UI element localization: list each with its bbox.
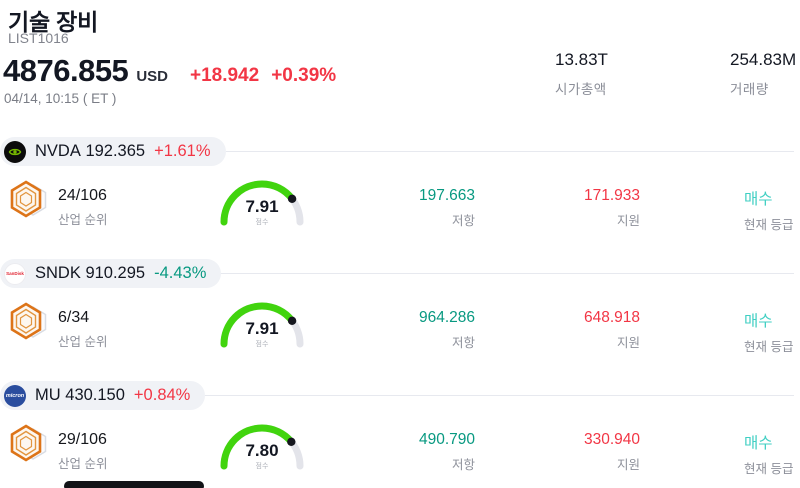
gauge-arc: [218, 297, 306, 358]
change-absolute: +18.942: [189, 65, 260, 86]
resistance-label: 저항: [451, 336, 475, 350]
industry-rank-badge-icon: [6, 301, 50, 352]
score-label: 점수: [255, 341, 269, 348]
rank-label: 산업 순위: [58, 457, 108, 471]
ticker-price: SNDK 910.295: [35, 264, 146, 282]
rating-label: 현재 등급: [744, 340, 794, 354]
rating-block: 매수 현재 등급: [744, 309, 800, 355]
market-cap-label: 시가총액: [555, 82, 607, 97]
page-title: 기술 장비: [8, 9, 99, 35]
rank-value: 24/106: [58, 187, 107, 204]
resistance-value: 490.790: [418, 431, 475, 448]
ticker-price: MU 430.150: [35, 386, 125, 404]
support-value: 171.933: [583, 187, 640, 204]
support-value: 330.940: [583, 431, 640, 448]
partial-bottom-bar: [64, 481, 204, 488]
support-label: 지원: [616, 214, 640, 228]
rating-value: 매수: [744, 435, 773, 452]
rank-value: 29/106: [58, 431, 107, 448]
stock-row-mu: micron MU 430.150 +0.84% 29/106 산업 순위 7.…: [0, 381, 800, 488]
divider-line: [225, 151, 794, 152]
divider-line: [221, 273, 794, 274]
score-label: 점수: [255, 219, 269, 226]
resistance-block: 490.790 저항: [355, 431, 475, 473]
ticker-pill-mu[interactable]: micron MU 430.150 +0.84%: [0, 381, 206, 410]
support-value: 648.918: [583, 309, 640, 326]
score-value: 7.80: [245, 441, 279, 460]
rating-block: 매수 현재 등급: [744, 431, 800, 477]
industry-rank: 29/106 산업 순위: [58, 431, 107, 472]
nvidia-logo-icon: [4, 140, 26, 163]
ticker-change: +0.84%: [133, 386, 191, 404]
rank-value: 6/34: [58, 309, 90, 326]
ticker-pill-nvda[interactable]: NVDA 192.365 +1.61%: [0, 137, 226, 166]
rating-value: 매수: [744, 191, 773, 208]
rating-block: 매수 현재 등급: [744, 187, 800, 233]
score-label: 점수: [255, 463, 269, 470]
volume-value: 254.83M: [730, 50, 797, 69]
score-gauge: 7.91 점수: [218, 297, 306, 357]
market-cap-stat: 13.83T 시가총액: [555, 50, 608, 98]
resistance-label: 저항: [451, 214, 475, 228]
support-label: 지원: [616, 336, 640, 350]
ticker-change: -4.43%: [154, 264, 207, 282]
sandisk-logo-icon: SanDisk: [4, 262, 26, 285]
stock-row-sndk: SanDisk SNDK 910.295 -4.43% 6/34 산업 순위 7…: [0, 259, 800, 381]
resistance-block: 964.286 저항: [355, 309, 475, 351]
resistance-label: 저항: [451, 458, 475, 472]
change-percent: +0.39%: [271, 65, 337, 86]
industry-rank-badge-icon: [6, 179, 50, 230]
score-value: 7.91: [245, 319, 279, 338]
industry-rank: 24/106 산업 순위: [58, 187, 107, 228]
stock-row-nvda: NVDA 192.365 +1.61% 24/106 산업 순위 7.91 점수…: [0, 137, 800, 259]
currency-label: USD: [136, 68, 168, 85]
market-cap-value: 13.83T: [555, 50, 608, 69]
ticker-change: +1.61%: [154, 142, 211, 160]
resistance-block: 197.663 저항: [355, 187, 475, 229]
score-value: 7.91: [245, 197, 279, 216]
resistance-value: 964.286: [418, 309, 475, 326]
support-block: 648.918 지원: [520, 309, 640, 351]
support-label: 지원: [616, 458, 640, 472]
rating-label: 현재 등급: [744, 462, 794, 476]
rating-label: 현재 등급: [744, 218, 794, 232]
ticker-price: NVDA 192.365: [35, 142, 146, 160]
industry-rank-badge-icon: [6, 423, 50, 474]
index-change: +18.942 +0.39%: [190, 65, 336, 87]
support-block: 171.933 지원: [520, 187, 640, 229]
index-price: 4876.855: [3, 53, 129, 88]
score-gauge: 7.91 점수: [218, 175, 306, 235]
divider-line: [205, 395, 794, 396]
support-block: 330.940 지원: [520, 431, 640, 473]
volume-stat: 254.83M 거래량: [730, 50, 796, 98]
rating-value: 매수: [744, 313, 773, 330]
ticker-pill-sndk[interactable]: SanDisk SNDK 910.295 -4.43%: [0, 259, 222, 288]
industry-rank: 6/34 산업 순위: [58, 309, 107, 350]
rank-label: 산업 순위: [58, 213, 108, 227]
list-id: LIST1016: [8, 30, 69, 46]
resistance-value: 197.663: [418, 187, 475, 204]
volume-label: 거래량: [730, 82, 769, 97]
timestamp: 04/14, 10:15 ( ET ): [4, 91, 117, 106]
score-gauge: 7.80 점수: [218, 419, 306, 479]
gauge-arc: [218, 175, 306, 236]
micron-logo-icon: micron: [4, 384, 26, 407]
gauge-arc: [218, 419, 306, 480]
rank-label: 산업 순위: [58, 335, 108, 349]
